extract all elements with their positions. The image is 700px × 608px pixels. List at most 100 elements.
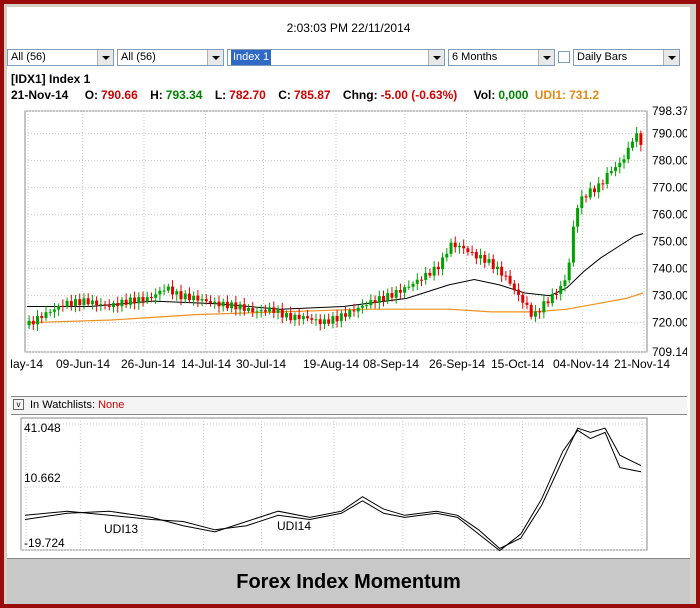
candle bbox=[403, 284, 407, 298]
candle bbox=[550, 288, 554, 307]
candle-body bbox=[512, 283, 516, 290]
candle-body bbox=[175, 291, 179, 295]
candle bbox=[432, 261, 436, 281]
filter-dropdown-2[interactable]: All (56) bbox=[117, 49, 224, 66]
candle-body bbox=[407, 286, 411, 288]
candle bbox=[592, 185, 596, 197]
indicator-y-tick-label: 10.662 bbox=[24, 471, 61, 485]
candle bbox=[335, 309, 339, 328]
watchlist-value: None bbox=[98, 399, 125, 411]
candle-body bbox=[276, 309, 280, 313]
chevron-down-icon[interactable] bbox=[663, 50, 679, 65]
candle bbox=[187, 287, 191, 304]
candle bbox=[103, 300, 107, 310]
candle bbox=[78, 293, 82, 312]
candle-body bbox=[500, 266, 504, 276]
candle-body bbox=[259, 310, 263, 312]
candle-body bbox=[470, 252, 474, 254]
candle bbox=[137, 292, 141, 310]
low-value: 782.70 bbox=[229, 88, 266, 102]
candle-body bbox=[242, 304, 246, 311]
candle-body bbox=[601, 183, 605, 185]
candle-body bbox=[322, 319, 326, 325]
candle-body bbox=[441, 257, 445, 270]
candle bbox=[398, 283, 402, 300]
candle-body bbox=[179, 291, 183, 300]
high-value: 793.34 bbox=[165, 88, 203, 102]
x-tick-label: 26-Jun-14 bbox=[121, 357, 175, 371]
chevron-down-icon[interactable] bbox=[538, 50, 554, 65]
symbol-value: Index 1 bbox=[231, 50, 272, 65]
candle-body bbox=[289, 313, 293, 321]
open-label: O: bbox=[84, 88, 99, 102]
candle-body bbox=[137, 296, 141, 304]
candle-body bbox=[533, 311, 537, 317]
candle bbox=[221, 298, 225, 312]
indicator-series-line bbox=[24, 429, 642, 552]
candle-body bbox=[508, 275, 512, 284]
quote-date: 21-Nov-14 bbox=[11, 88, 69, 102]
candle bbox=[533, 305, 537, 322]
candle-body bbox=[580, 196, 584, 209]
watchlist-bar: v In Watchlists: None bbox=[11, 396, 687, 415]
candle-body bbox=[217, 301, 221, 307]
candle-body bbox=[546, 301, 550, 304]
indicator-y-tick-label: -19.724 bbox=[24, 536, 65, 550]
candle bbox=[213, 297, 217, 309]
candle-body bbox=[415, 279, 419, 284]
candle-body bbox=[297, 314, 301, 320]
close-label: C: bbox=[278, 88, 291, 102]
candle-body bbox=[124, 299, 128, 305]
y-tick-label: 750.00 bbox=[652, 235, 687, 249]
candle bbox=[500, 261, 504, 282]
collapse-icon[interactable]: v bbox=[13, 399, 24, 410]
candle bbox=[175, 288, 179, 301]
candle-body bbox=[204, 299, 208, 302]
candle-body bbox=[356, 307, 360, 312]
candle-body bbox=[635, 133, 639, 142]
price-chart[interactable]: 798.37 790.00 780.00 770.00 760.00 750.00 740.… bbox=[11, 104, 687, 372]
candle-body bbox=[44, 312, 48, 318]
candle bbox=[474, 249, 478, 265]
candle-body bbox=[27, 320, 31, 326]
candle-body bbox=[618, 162, 622, 168]
filter-dropdown-1[interactable]: All (56) bbox=[7, 49, 114, 66]
candle bbox=[40, 312, 44, 324]
bars-dropdown[interactable]: Daily Bars bbox=[573, 49, 680, 66]
candle bbox=[141, 291, 145, 307]
chevron-down-icon[interactable] bbox=[97, 50, 113, 65]
period-dropdown[interactable]: 6 Months bbox=[448, 49, 555, 66]
candle-body bbox=[166, 286, 170, 291]
candle bbox=[436, 261, 440, 276]
bars-value: Daily Bars bbox=[577, 51, 628, 63]
candle-body bbox=[306, 316, 310, 319]
chevron-down-icon[interactable] bbox=[428, 50, 444, 65]
candle-body bbox=[639, 133, 643, 145]
candle bbox=[57, 303, 61, 316]
candle-body bbox=[247, 308, 251, 311]
candle bbox=[301, 312, 305, 325]
bars-checkbox[interactable] bbox=[558, 51, 570, 63]
candle bbox=[428, 268, 432, 278]
candle bbox=[373, 295, 377, 309]
candle-body bbox=[221, 301, 225, 307]
x-tick-label: 19-Aug-14 bbox=[303, 357, 359, 371]
candle-body bbox=[255, 311, 259, 313]
symbol-dropdown[interactable]: Index 1 bbox=[227, 49, 445, 66]
candle-body bbox=[187, 293, 191, 301]
y-tick-label: 798.37 bbox=[652, 104, 687, 118]
candle bbox=[517, 283, 521, 302]
candle-body bbox=[314, 319, 318, 321]
candle bbox=[580, 189, 584, 215]
chevron-down-icon[interactable] bbox=[207, 50, 223, 65]
candle bbox=[377, 290, 381, 310]
candle-body bbox=[335, 316, 339, 322]
indicator-chart[interactable]: 41.048 10.662 -19.724 UDI13 UDI14 bbox=[11, 416, 687, 554]
open-value: 790.66 bbox=[101, 88, 138, 102]
candle-body bbox=[377, 296, 381, 303]
candle bbox=[158, 286, 162, 301]
candle-body bbox=[614, 167, 618, 172]
candle bbox=[209, 295, 213, 307]
candle bbox=[238, 301, 242, 316]
candle bbox=[365, 301, 369, 310]
